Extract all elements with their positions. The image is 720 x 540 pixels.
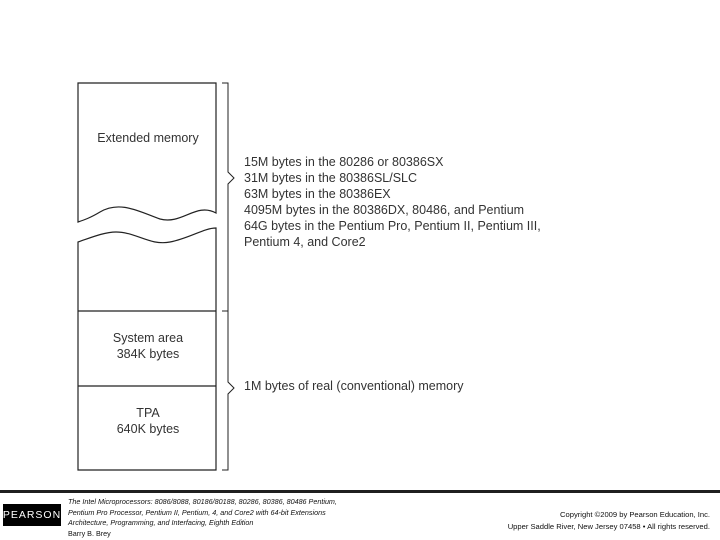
pearson-logo: PEARSON: [3, 504, 61, 526]
annotation-pentium-pro-line2: Pentium 4, and Core2: [244, 235, 366, 249]
copyright-line-1: Copyright ©2009 by Pearson Education, In…: [560, 510, 710, 519]
extended-memory-brace: [222, 82, 235, 312]
system-area-size: 384K bytes: [116, 347, 180, 361]
tpa-label: TPA: [136, 406, 160, 420]
annotation-pentium-pro-line1: 64G bytes in the Pentium Pro, Pentium II…: [244, 219, 541, 233]
lower-memory-block: [77, 227, 217, 471]
copyright-notice: Copyright ©2009 by Pearson Education, In…: [508, 509, 710, 533]
book-citation: The Intel Microprocessors: 8086/8088, 80…: [68, 497, 337, 539]
tpa-size: 640K bytes: [116, 422, 180, 436]
book-title-line-3: Architecture, Programming, and Interfaci…: [68, 518, 254, 527]
annotation-80386sl-slc: 31M bytes in the 80386SL/SLC: [244, 171, 418, 185]
extended-memory-block: [77, 82, 217, 223]
memory-map-diagram: [77, 82, 235, 471]
slide-footer: PEARSON The Intel Microprocessors: 8086/…: [0, 490, 720, 540]
extended-memory-label: Extended memory: [97, 131, 199, 145]
copyright-line-2: Upper Saddle River, New Jersey 07458 • A…: [507, 522, 710, 531]
book-title-line-1: The Intel Microprocessors: 8086/8088, 80…: [68, 497, 337, 506]
annotation-80286-80386sx: 15M bytes in the 80286 or 80386SX: [244, 155, 444, 169]
real-memory-brace: [222, 310, 235, 471]
book-author: Barry B. Brey: [68, 528, 111, 538]
annotation-80386dx-80486-pentium: 4095M bytes in the 80386DX, 80486, and P…: [244, 203, 525, 217]
annotation-80386ex: 63M bytes in the 80386EX: [244, 187, 391, 201]
system-area-label: System area: [112, 331, 184, 345]
real-memory-annotation: 1M bytes of real (conventional) memory: [244, 379, 464, 393]
book-title-line-2: Pentium Pro Processor, Pentium II, Penti…: [68, 507, 326, 517]
